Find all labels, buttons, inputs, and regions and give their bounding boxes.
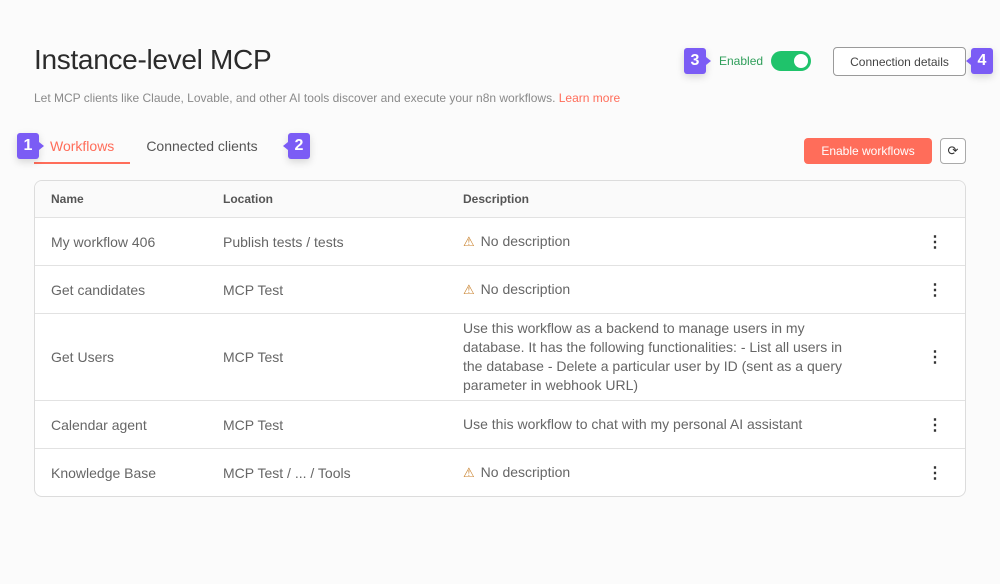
more-actions-icon[interactable]: ⋮	[927, 416, 943, 434]
workflow-name: Calendar agent	[51, 416, 147, 433]
annotation-badge-1: 1	[17, 133, 44, 159]
workflow-description: ⚠ No description	[447, 227, 863, 256]
workflow-location: Publish tests / tests	[223, 233, 344, 250]
tab-connected-clients[interactable]: Connected clients	[146, 138, 258, 154]
tab-workflows[interactable]: Workflows	[34, 132, 131, 164]
workflow-name: Knowledge Base	[51, 464, 157, 481]
enabled-label: Enabled	[719, 54, 764, 68]
table-header: Name Location Description	[35, 181, 965, 217]
description-text: No description	[480, 281, 571, 297]
header-name: Name	[51, 192, 84, 206]
description-text: No description	[480, 233, 571, 249]
more-actions-icon[interactable]: ⋮	[927, 233, 943, 251]
annotation-badge-2: 2	[283, 133, 310, 159]
workflow-name: Get Users	[51, 349, 115, 365]
page-subtitle: Let MCP clients like Claude, Lovable, an…	[34, 91, 620, 105]
page-title: Instance-level MCP	[34, 44, 272, 75]
workflow-name: Get candidates	[51, 281, 146, 298]
header-description: Description	[463, 191, 530, 206]
more-actions-icon[interactable]: ⋮	[927, 349, 943, 366]
table-row[interactable]: Get Users MCP Test Use this workflow as …	[35, 313, 965, 400]
description-text: Use this workflow to chat with my person…	[463, 416, 803, 432]
learn-more-link[interactable]: Learn more	[558, 91, 621, 105]
workflow-description: ⚠ No description	[447, 275, 863, 304]
workflow-location: MCP Test	[223, 416, 284, 433]
workflow-location: MCP Test / ... / Tools	[223, 464, 351, 481]
annotation-badge-4: 4	[966, 48, 993, 74]
warning-icon: ⚠	[463, 465, 475, 480]
table-row[interactable]: My workflow 406 Publish tests / tests ⚠ N…	[35, 217, 965, 265]
workflow-location: MCP Test	[223, 281, 284, 298]
more-actions-icon[interactable]: ⋮	[927, 464, 943, 482]
table-row[interactable]: Get candidates MCP Test ⚠ No description …	[35, 265, 965, 313]
refresh-icon[interactable]: ⟳	[940, 138, 966, 164]
workflow-description: Use this workflow as a backend to manage…	[447, 314, 863, 400]
table-row[interactable]: Calendar agent MCP Test Use this workflo…	[35, 400, 965, 448]
description-text: No description	[480, 464, 571, 480]
subtitle-text: Let MCP clients like Claude, Lovable, an…	[34, 91, 556, 105]
description-text: Use this workflow as a backend to manage…	[463, 320, 842, 393]
workflow-name: My workflow 406	[51, 233, 156, 250]
tabs: Workflows Connected clients	[34, 132, 274, 164]
table-row[interactable]: Knowledge Base MCP Test / ... / Tools ⚠ N…	[35, 448, 965, 496]
connection-details-button[interactable]: Connection details	[833, 47, 966, 76]
warning-icon: ⚠	[463, 282, 475, 297]
enable-workflows-button[interactable]: Enable workflows	[804, 138, 932, 164]
workflows-table: Name Location Description My workflow 40…	[34, 180, 966, 497]
workflow-description: ⚠ No description	[447, 458, 863, 487]
more-actions-icon[interactable]: ⋮	[927, 281, 943, 299]
workflow-description: Use this workflow to chat with my person…	[447, 410, 863, 439]
warning-icon: ⚠	[463, 234, 475, 249]
enabled-toggle[interactable]	[771, 51, 812, 71]
annotation-badge-3: 3	[684, 48, 711, 74]
header-location: Location	[223, 192, 273, 206]
workflow-location: MCP Test	[223, 349, 284, 365]
enabled-toggle-group: Enabled	[719, 51, 812, 71]
